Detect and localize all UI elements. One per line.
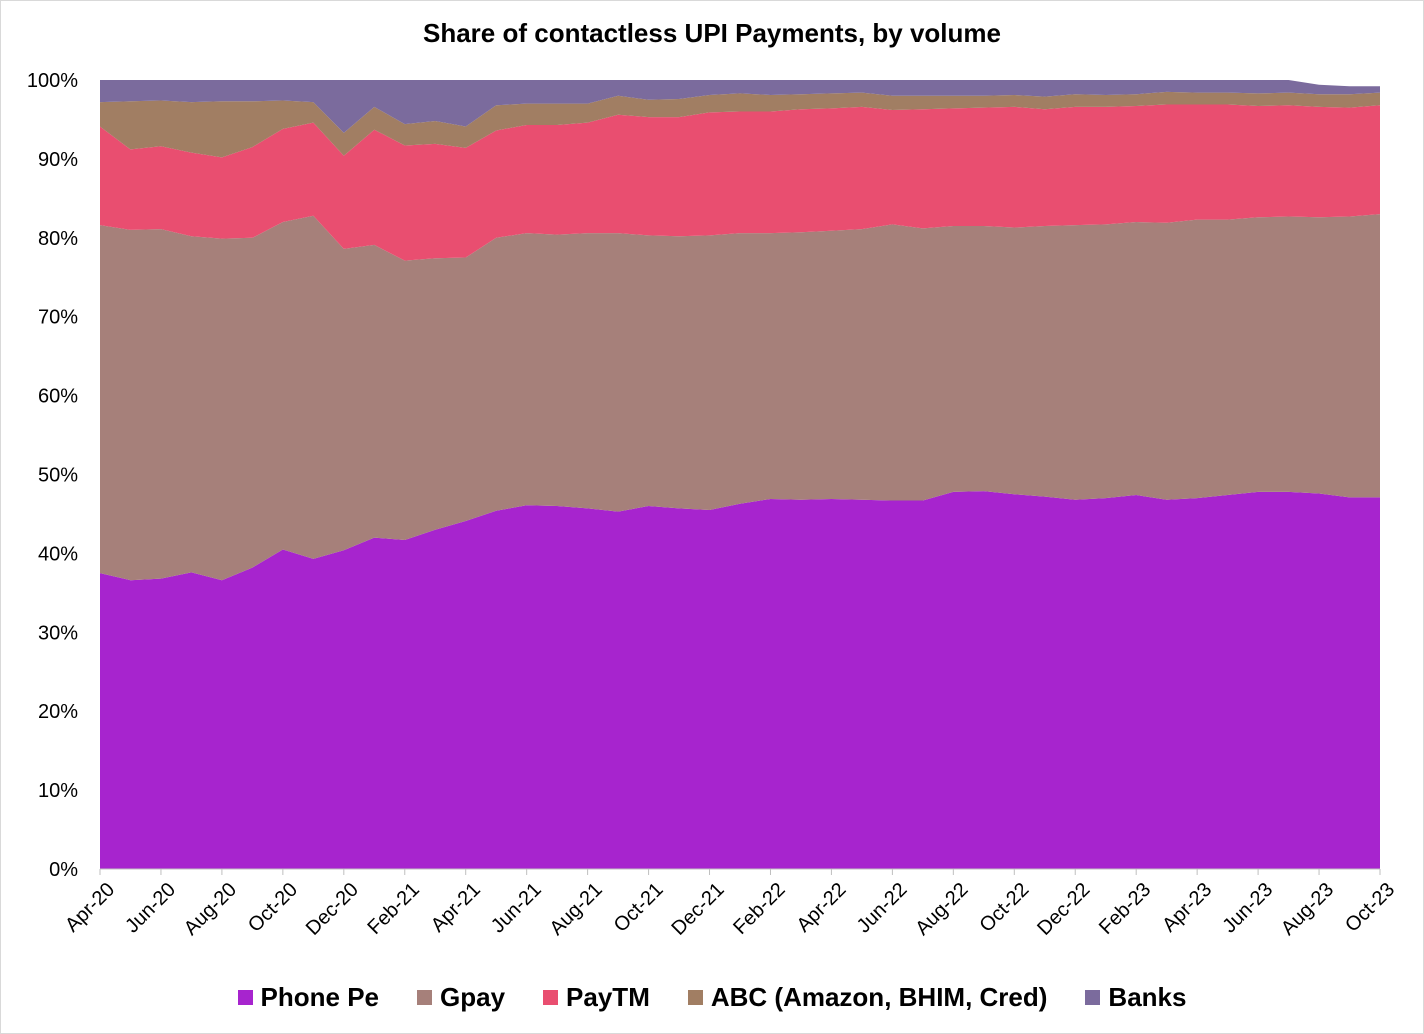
legend-item-gpay: Gpay — [417, 982, 505, 1013]
legend-label: ABC (Amazon, BHIM, Cred) — [710, 982, 1048, 1012]
x-tick-label: Apr-21 — [427, 879, 485, 937]
x-tick-label: Apr-20 — [61, 879, 119, 937]
legend-swatch — [687, 990, 703, 1005]
legend-item-paytm: PayTM — [543, 982, 650, 1013]
x-tick-label: Apr-22 — [793, 879, 851, 937]
y-axis: 0% 10% 20% 30% 40% 50% 60% 70% 80% 90% 100% — [27, 70, 78, 881]
legend-label: PayTM — [566, 982, 650, 1012]
x-tick-label: Oct-21 — [610, 879, 668, 937]
legend-label: Banks — [1108, 982, 1187, 1012]
x-tick-label: Feb-23 — [1095, 879, 1155, 939]
area-series-phone-pe — [100, 491, 1380, 869]
legend-swatch — [417, 990, 433, 1005]
x-tick-label: Oct-23 — [1341, 879, 1399, 937]
y-tick-label: 70% — [38, 307, 78, 329]
x-axis: Apr-20 Jun-20 Aug-20 Oct-20 Dec-20 Feb-21 Apr-… — [61, 868, 1399, 940]
y-tick-label: 0% — [49, 859, 78, 881]
y-tick-label: 90% — [38, 149, 78, 171]
chart-title: Share of contactless UPI Payments, by vo… — [423, 18, 1001, 48]
x-tick-label: Feb-22 — [729, 879, 789, 939]
x-tick-label: Aug-23 — [1277, 879, 1338, 940]
x-tick-label: Jun-21 — [487, 879, 546, 938]
x-tick-label: Dec-22 — [1033, 879, 1094, 940]
y-tick-label: 80% — [38, 228, 78, 250]
x-tick-label: Oct-22 — [975, 879, 1033, 937]
area-series-paytm — [100, 104, 1380, 261]
y-tick-label: 30% — [38, 622, 78, 644]
x-tick-label: Aug-21 — [546, 879, 607, 940]
x-tick-label: Dec-21 — [668, 879, 729, 940]
legend-item-banks: Banks — [1085, 982, 1186, 1013]
y-tick-label: 10% — [38, 780, 78, 802]
x-tick-label: Aug-22 — [911, 879, 972, 940]
legend-label: Gpay — [440, 982, 506, 1012]
y-tick-label: 40% — [38, 543, 78, 565]
legend-label: Phone Pe — [260, 982, 380, 1012]
y-tick-label: 50% — [38, 465, 78, 487]
area-series-abc-amazon-bhim-cred — [100, 91, 1380, 158]
legend-swatch — [543, 990, 559, 1005]
x-tick-label: Jun-23 — [1218, 879, 1277, 938]
x-tick-label: Feb-21 — [364, 879, 424, 939]
area-series-gpay — [100, 214, 1380, 581]
legend-swatch — [237, 990, 253, 1005]
y-tick-label: 100% — [27, 70, 78, 92]
y-tick-label: 20% — [38, 701, 78, 723]
areas-group — [100, 80, 1380, 869]
x-tick-label: Apr-23 — [1158, 879, 1216, 937]
x-tick-label: Aug-20 — [180, 879, 241, 940]
legend-item-phone-pe: Phone Pe — [237, 982, 380, 1013]
area-series-banks — [100, 80, 1380, 133]
legend-item-abc-amazon-bhim-cred: ABC (Amazon, BHIM, Cred) — [687, 982, 1048, 1013]
legend: Phone Pe Gpay PayTM ABC (Amazon, BHIM, Cred… — [0, 982, 1424, 1013]
x-tick-label: Dec-20 — [302, 879, 363, 940]
y-tick-label: 60% — [38, 386, 78, 408]
x-tick-label: Oct-20 — [244, 879, 302, 937]
x-tick-label: Jun-22 — [853, 879, 912, 938]
x-tick-label: Jun-20 — [121, 879, 180, 938]
legend-swatch — [1085, 990, 1101, 1005]
